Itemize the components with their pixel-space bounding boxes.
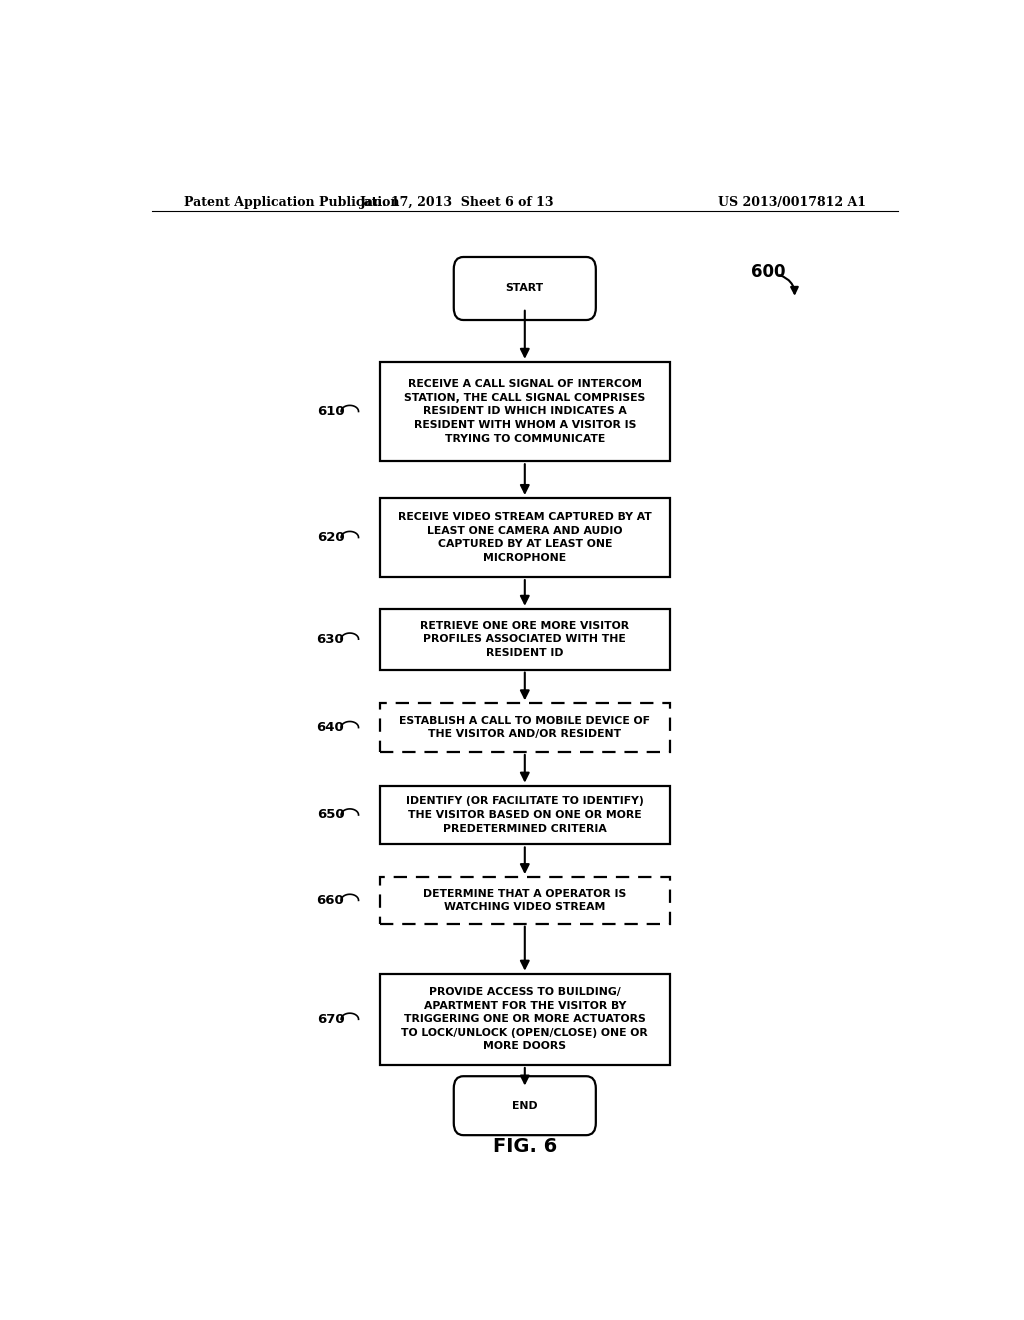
Text: 620: 620 (316, 531, 344, 544)
Bar (380, 876, 670, 924)
Bar (380, 609, 670, 669)
Bar (380, 362, 670, 461)
Text: 670: 670 (316, 1012, 344, 1026)
Text: FIG. 6: FIG. 6 (493, 1137, 557, 1156)
Text: RECEIVE A CALL SIGNAL OF INTERCOM
STATION, THE CALL SIGNAL COMPRISES
RESIDENT ID: RECEIVE A CALL SIGNAL OF INTERCOM STATIO… (404, 379, 645, 444)
FancyBboxPatch shape (454, 257, 596, 319)
Text: RETRIEVE ONE ORE MORE VISITOR
PROFILES ASSOCIATED WITH THE
RESIDENT ID: RETRIEVE ONE ORE MORE VISITOR PROFILES A… (420, 620, 630, 657)
Text: 610: 610 (316, 405, 344, 418)
Bar (380, 498, 670, 577)
Text: Jan. 17, 2013  Sheet 6 of 13: Jan. 17, 2013 Sheet 6 of 13 (360, 195, 555, 209)
Text: Patent Application Publication: Patent Application Publication (183, 195, 399, 209)
Text: RECEIVE VIDEO STREAM CAPTURED BY AT
LEAST ONE CAMERA AND AUDIO
CAPTURED BY AT LE: RECEIVE VIDEO STREAM CAPTURED BY AT LEAS… (398, 512, 651, 562)
Text: 640: 640 (316, 721, 344, 734)
Text: US 2013/0017812 A1: US 2013/0017812 A1 (718, 195, 866, 209)
Text: 600: 600 (751, 263, 785, 281)
Text: DETERMINE THAT A OPERATOR IS
WATCHING VIDEO STREAM: DETERMINE THAT A OPERATOR IS WATCHING VI… (423, 888, 627, 912)
Bar (380, 974, 670, 1065)
Text: END: END (512, 1101, 538, 1110)
FancyBboxPatch shape (454, 1076, 596, 1135)
Bar (380, 785, 670, 845)
Text: 630: 630 (316, 632, 344, 645)
Text: 650: 650 (316, 808, 344, 821)
Text: PROVIDE ACCESS TO BUILDING/
APARTMENT FOR THE VISITOR BY
TRIGGERING ONE OR MORE : PROVIDE ACCESS TO BUILDING/ APARTMENT FO… (401, 987, 648, 1052)
Text: START: START (506, 284, 544, 293)
Text: 660: 660 (316, 894, 344, 907)
Bar (380, 704, 670, 752)
Text: ESTABLISH A CALL TO MOBILE DEVICE OF
THE VISITOR AND/OR RESIDENT: ESTABLISH A CALL TO MOBILE DEVICE OF THE… (399, 715, 650, 739)
Text: IDENTIFY (OR FACILITATE TO IDENTIFY)
THE VISITOR BASED ON ONE OR MORE
PREDETERMI: IDENTIFY (OR FACILITATE TO IDENTIFY) THE… (406, 796, 644, 834)
